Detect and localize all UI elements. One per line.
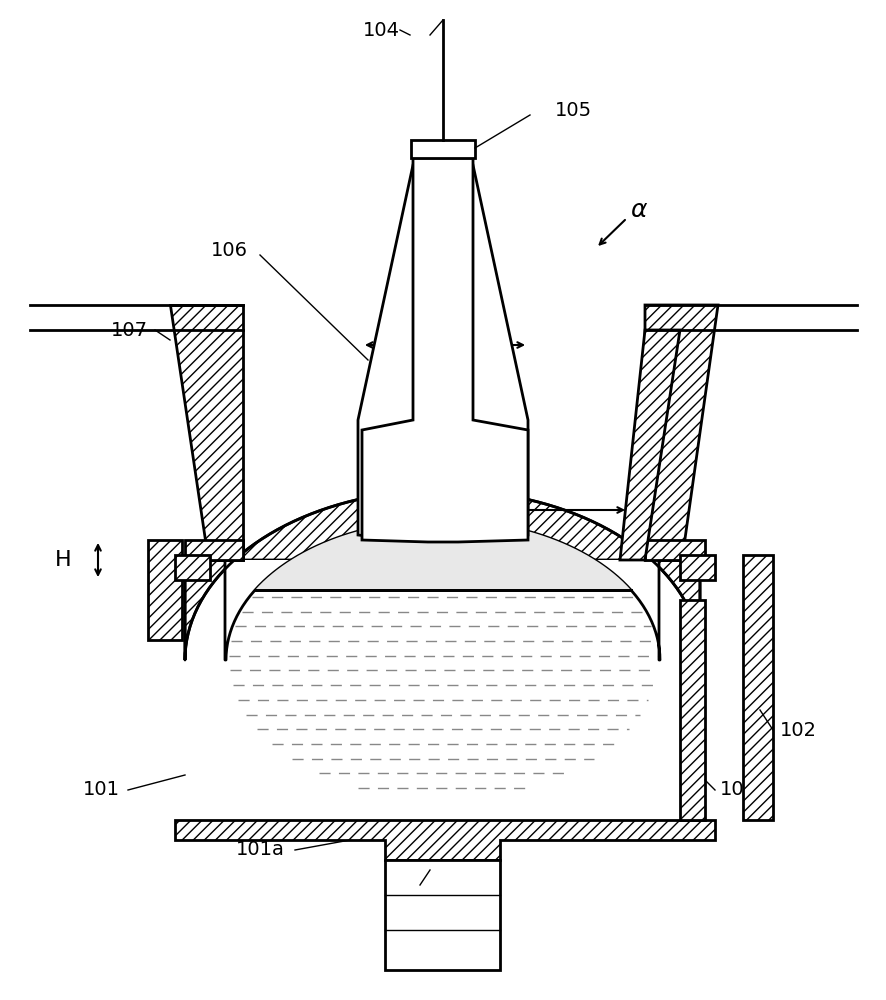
Polygon shape (680, 555, 714, 580)
Text: S: S (482, 478, 496, 498)
Text: 101a: 101a (236, 840, 284, 859)
Polygon shape (185, 540, 243, 560)
Polygon shape (742, 555, 772, 820)
Text: Dc: Dc (428, 313, 457, 333)
Polygon shape (358, 165, 527, 540)
Polygon shape (644, 305, 717, 560)
Text: 106: 106 (211, 240, 248, 259)
Polygon shape (644, 540, 704, 560)
Text: 107: 107 (111, 320, 148, 340)
Polygon shape (385, 860, 500, 970)
Polygon shape (680, 600, 704, 820)
Text: 104: 104 (362, 21, 400, 40)
Polygon shape (175, 555, 210, 580)
Polygon shape (361, 158, 527, 542)
Polygon shape (185, 490, 700, 660)
Text: 105: 105 (555, 101, 592, 120)
Text: 102: 102 (779, 720, 816, 740)
Text: $\alpha$: $\alpha$ (629, 198, 648, 222)
Polygon shape (410, 140, 475, 158)
Text: 101: 101 (83, 780, 120, 799)
Polygon shape (255, 520, 630, 590)
Text: W: W (644, 385, 666, 405)
Polygon shape (170, 305, 243, 560)
Polygon shape (225, 520, 659, 660)
Polygon shape (619, 330, 680, 560)
Text: 103: 103 (719, 780, 756, 799)
Text: 101b: 101b (395, 890, 444, 909)
Polygon shape (148, 540, 182, 640)
Text: H: H (55, 550, 72, 570)
Polygon shape (175, 820, 714, 860)
